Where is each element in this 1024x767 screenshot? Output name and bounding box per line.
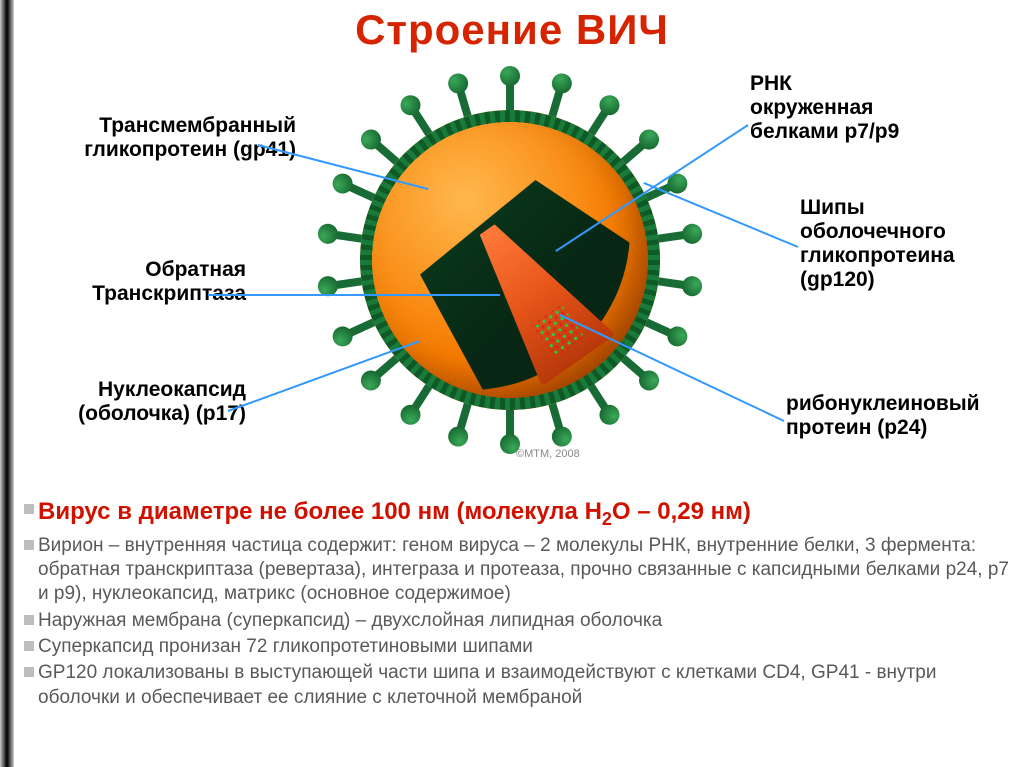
- slide-left-edge: [0, 0, 14, 767]
- diagram-label-l1: Трансмембранныйгликопротеин (gp41): [26, 114, 296, 162]
- bullet-square-icon: [24, 615, 34, 625]
- leader-line: [208, 294, 500, 296]
- bullet-text: Вирион – внутренняя частица содержит: ге…: [38, 535, 1009, 605]
- bullet-text: GP120 локализованы в выступающей части ш…: [38, 662, 936, 707]
- bullet-square-icon: [24, 667, 34, 677]
- page-title: Строение ВИЧ: [0, 6, 1024, 54]
- spike: [621, 139, 649, 165]
- bullet-text: Суперкапсид пронизан 72 гликопротетиновы…: [38, 636, 533, 657]
- bullet-item: Вирион – внутренняя частица содержит: ге…: [24, 534, 1012, 607]
- spike: [345, 182, 376, 202]
- spike: [455, 86, 471, 117]
- bullet-item: GP120 локализованы в выступающей части ш…: [24, 661, 1012, 710]
- virus-diagram: [310, 60, 710, 460]
- virus-membrane: [360, 110, 660, 410]
- spike: [658, 277, 689, 289]
- spike: [548, 86, 564, 117]
- diagram-label-l2: ОбратнаяТранскриптаза: [26, 258, 246, 306]
- spike: [506, 410, 514, 440]
- spike: [548, 403, 564, 434]
- diagram-label-l3: Нуклеокапсид(оболочка) (p17): [26, 378, 246, 426]
- spike: [331, 277, 362, 289]
- spike: [588, 384, 611, 414]
- bullet-item: Наружная мембрана (суперкапсид) – двухсл…: [24, 609, 1012, 633]
- spike: [658, 230, 689, 242]
- spike: [331, 230, 362, 242]
- bullet-text: Наружная мембрана (суперкапсид) – двухсл…: [38, 610, 662, 631]
- bullet-square-icon: [24, 641, 34, 651]
- spike: [621, 355, 649, 381]
- spike: [588, 106, 611, 136]
- spike: [645, 319, 676, 339]
- bullet-square-icon: [24, 540, 34, 550]
- diagram-label-r1: РНКокруженнаябелками p7/p9: [750, 72, 1000, 144]
- spike: [371, 139, 399, 165]
- spike: [345, 319, 376, 339]
- text-block: Вирус в диаметре не более 100 нм (молеку…: [24, 498, 1012, 712]
- bullet-square-icon: [24, 504, 34, 514]
- headline-text: Вирус в диаметре не более 100 нм (молеку…: [38, 498, 751, 525]
- diagram-label-r2: Шипыоболочечногогликопротеина(gp120): [800, 196, 1024, 293]
- headline: Вирус в диаметре не более 100 нм (молеку…: [24, 498, 1012, 530]
- diagram-label-r3: рибонуклеиновыйпротеин (p24): [786, 392, 1024, 440]
- bullet-item: Суперкапсид пронизан 72 гликопротетиновы…: [24, 635, 1012, 659]
- spike: [409, 384, 432, 414]
- spike: [409, 106, 432, 136]
- spike: [455, 403, 471, 434]
- copyright-text: ©MTM, 2008: [516, 448, 580, 460]
- spike: [371, 355, 399, 381]
- spike: [506, 80, 514, 110]
